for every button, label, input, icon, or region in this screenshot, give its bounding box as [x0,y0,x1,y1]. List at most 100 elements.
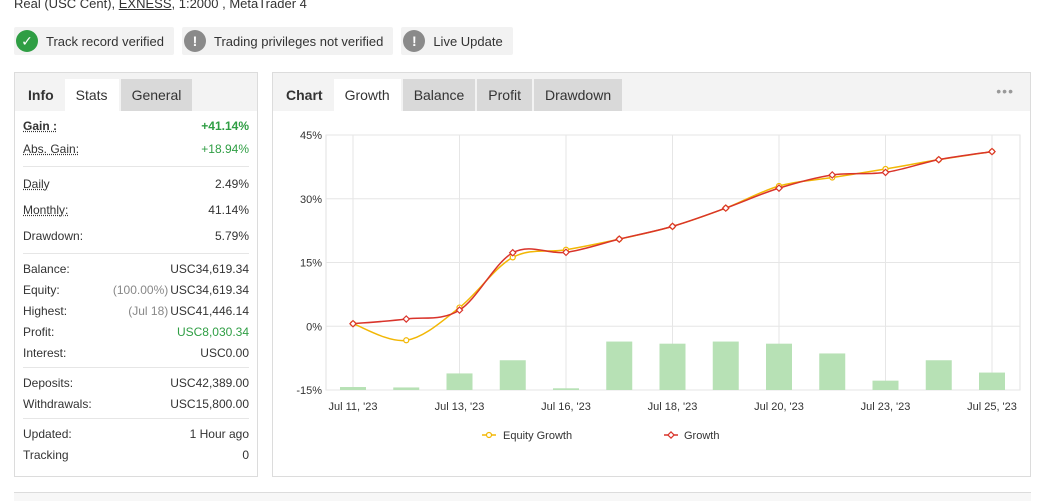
tab-balance[interactable]: Balance [402,79,476,111]
interest-label: Interest: [23,345,67,360]
daily-bar [819,353,846,390]
chart-tabbar: Chart Growth Balance Profit Drawdown ••• [273,73,1030,111]
updated-label: Updated: [23,426,72,441]
stat-row-monthly: Monthly: 41.14% [23,197,249,223]
broker-link[interactable]: EXNESS [118,0,172,11]
x-tick-label: Jul 20, '23 [754,401,804,413]
y-tick-label: 15% [300,258,322,270]
stat-row-interest: Interest: USC0.00 [23,342,249,363]
next-panel-edge [14,492,1031,501]
growth-point [402,315,411,323]
x-tick-label: Jul 11, '23 [329,401,378,413]
abs-gain-value: +18.94% [201,142,249,156]
deposits-value: USC42,389.00 [170,375,249,390]
tab-profit[interactable]: Profit [477,79,532,111]
deposits-label: Deposits: [23,375,74,390]
legend-equity-label: Equity Growth [503,430,572,442]
drawdown-value: 5.79% [214,229,249,243]
withdrawals-label: Withdrawals: [23,396,92,411]
monthly-value: 41.14% [208,203,249,217]
tab-stats[interactable]: Stats [64,79,119,111]
daily-bar [606,341,633,390]
account-info-line: Real (USC Cent), EXNESS, 1:2000 , MetaTr… [14,0,307,11]
tab-general[interactable]: General [120,79,193,111]
daily-bar [340,387,366,390]
daily-value: 2.49% [214,177,249,191]
profit-value: USC8,030.34 [176,324,249,339]
track-record-badge: ✓ Track record verified [14,27,174,55]
divider [23,166,249,167]
stats-panel: Info Stats General Gain : +41.14% Abs. G… [14,72,258,477]
equity-value: USC34,619.34 [170,282,249,297]
tab-info[interactable]: Info [28,87,54,103]
growth-point [988,147,996,156]
equity-percent: (100.00%) [112,282,169,297]
y-tick-label: 0% [306,321,322,333]
equity-label: Equity: [23,282,60,297]
legend-growth-label: Growth [684,430,719,442]
growth-point [668,222,677,231]
growth-point [508,248,517,257]
growth-point [828,170,837,179]
monthly-label[interactable]: Monthly: [23,203,69,217]
daily-bar [499,360,526,390]
x-tick-label: Jul 16, '23 [541,401,591,413]
equity-value-group: (100.00%) USC34,619.34 [113,283,249,297]
stat-row-tracking: Tracking 0 [23,444,249,465]
highest-value-group: (Jul 18) USC41,446.14 [128,304,249,318]
stats-tabbar: Info Stats General [15,73,257,111]
legend-equity-marker [485,431,493,439]
growth-chart: 45% 30% 15% 0% -15% Jul 11, '23 Jul 13, '23 Jul… [273,113,1030,476]
highest-date: (Jul 18) [128,303,169,318]
tab-drawdown[interactable]: Drawdown [533,79,623,111]
live-update-label: Live Update [433,33,503,49]
more-options-icon[interactable]: ••• [996,83,1014,99]
stats-list: Gain : +41.14% Abs. Gain: +18.94% Daily … [15,111,257,465]
gain-label[interactable]: Gain : [23,118,58,133]
daily-bar [766,343,792,390]
stat-row-equity: Equity: (100.00%) USC34,619.34 [23,279,249,300]
stat-row-drawdown: Drawdown: 5.79% [23,223,249,249]
daily-bar [872,380,899,390]
stat-row-abs-gain: Abs. Gain: +18.94% [23,136,249,162]
interest-value: USC0.00 [200,345,249,360]
exclamation-icon: ! [184,30,206,52]
withdrawals-value: USC15,800.00 [170,396,249,411]
daily-bar [659,343,686,390]
daily-bar [393,387,420,390]
x-tick-label: Jul 23, '23 [861,401,911,413]
equity-growth-point [403,337,410,344]
x-tick-label: Jul 18, '23 [648,401,698,413]
tab-chart[interactable]: Chart [286,87,323,103]
updated-value: 1 Hour ago [189,426,249,441]
tracking-label: Tracking [23,447,69,462]
divider [23,253,249,254]
growth-point [881,168,890,177]
stat-row-balance: Balance: USC34,619.34 [23,258,249,279]
y-tick-label: -15% [296,385,322,397]
daily-bar [553,388,579,390]
track-record-label: Track record verified [46,33,164,49]
stat-row-deposits: Deposits: USC42,389.00 [23,372,249,393]
growth-point [934,155,943,164]
stat-row-daily: Daily 2.49% [23,171,249,197]
stat-row-withdrawals: Withdrawals: USC15,800.00 [23,393,249,414]
verification-badges: ✓ Track record verified ! Trading privil… [14,27,513,55]
growth-point [721,204,730,213]
tab-growth[interactable]: Growth [333,79,401,111]
divider [23,418,249,419]
check-icon: ✓ [16,30,38,52]
highest-value: USC41,446.14 [170,303,249,318]
stat-row-highest: Highest: (Jul 18) USC41,446.14 [23,300,249,321]
live-update-badge: ! Live Update [401,27,513,55]
trading-privileges-badge: ! Trading privileges not verified [182,27,394,55]
highest-label: Highest: [23,303,68,318]
balance-value: USC34,619.34 [170,261,249,276]
daily-label[interactable]: Daily [23,177,50,191]
growth-point [455,306,464,315]
abs-gain-label[interactable]: Abs. Gain: [23,142,80,156]
daily-bar [979,372,1005,390]
daily-bar [712,341,739,390]
divider [23,367,249,368]
balance-label: Balance: [23,261,70,276]
